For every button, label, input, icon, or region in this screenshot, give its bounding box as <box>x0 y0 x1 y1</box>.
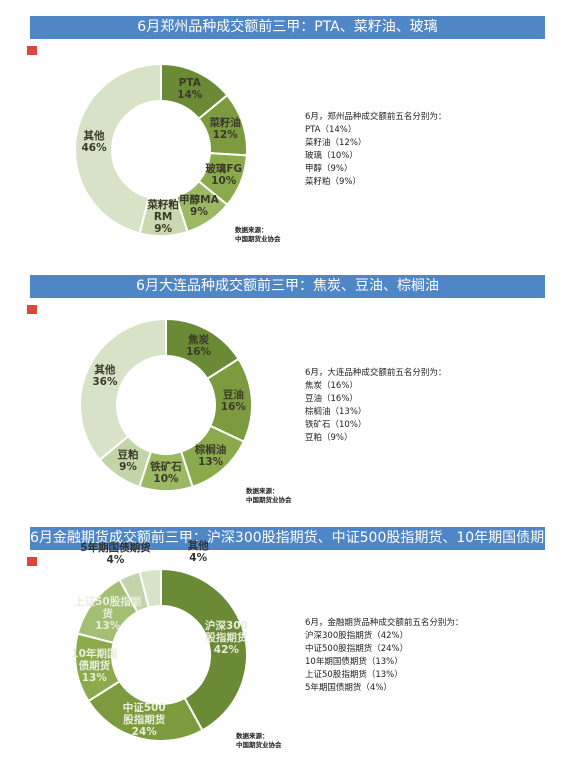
segment-label: 焦炭 16% <box>186 334 211 358</box>
note-line: 铁矿石（10%） <box>305 420 367 430</box>
segment-label: 菜籽油 12% <box>209 117 241 141</box>
note-line: 中证500股指期货（24%） <box>305 644 409 654</box>
segment-label: 棕榈油 13% <box>195 444 227 468</box>
segment-category: 5年期国债期货 <box>80 542 151 555</box>
donut-segment <box>79 317 167 462</box>
note-title: 6月，郑州品种成交额前五名分别为： <box>305 112 447 122</box>
segment-category: 10年期国 债期货 <box>71 647 118 672</box>
segment-label: 沪深300 股指期货 42% <box>205 620 248 656</box>
segment-category: 中证500 股指期货 <box>122 702 166 727</box>
segment-value: 10% <box>153 472 179 485</box>
segment-value: 16% <box>185 345 212 358</box>
segment-category: 豆油 <box>222 388 244 401</box>
segment-label: PTA 14% <box>177 77 202 101</box>
segment-label: 豆粕 9% <box>118 449 139 473</box>
chart-title: 6月金融期货成交额前三甲：沪深300股指期货、中证500股指期货、10年期国债期… <box>30 527 545 550</box>
segment-category: 其他 <box>187 539 209 552</box>
segment-category: 其他 <box>83 129 105 142</box>
source: 数据来源： 中国期货业协会 <box>235 226 281 243</box>
source: 数据来源： 中国期货业协会 <box>236 732 282 749</box>
donut-segment <box>138 567 162 609</box>
segment-value: 9% <box>190 205 208 218</box>
segment-value: 46% <box>81 141 107 154</box>
segment-label: 10年期国 债期货 13% <box>71 648 117 684</box>
segment-value: 36% <box>92 376 118 389</box>
segment-category: 其他 <box>94 364 116 377</box>
note-line: 玻璃（10%） <box>305 151 358 161</box>
segment-value: 9% <box>154 223 173 236</box>
donut-segment <box>160 567 248 732</box>
segment-value: 10% <box>211 174 237 187</box>
segment-category: PTA <box>178 76 201 89</box>
source: 数据来源： 中国期货业协会 <box>246 487 292 504</box>
note-line: 10年期国债期货（13%） <box>305 657 403 667</box>
donut-segment <box>74 62 162 235</box>
segment-value: 4% <box>189 551 208 564</box>
segment-label: 其他 4% <box>188 540 209 564</box>
segment-category: 菜籽粕 RM <box>147 199 179 224</box>
note-line: 沪深300股指期货（42%） <box>305 631 409 641</box>
note-line: 菜籽粕（9%） <box>305 177 361 187</box>
chart <box>79 317 253 492</box>
segment-value: 12% <box>212 129 238 142</box>
segment-label: 铁矿石 10% <box>150 461 182 485</box>
segment-label: 菜籽粕 RM 9% <box>147 199 179 235</box>
segment-value: 24% <box>131 726 157 739</box>
logo <box>27 305 37 314</box>
segment-category: 铁矿石 <box>150 460 182 473</box>
segment-category: 上证50股指期 货 <box>74 595 142 620</box>
segment-label: 玻璃FG 10% <box>205 163 242 187</box>
segment-category: 菜籽油 <box>209 117 241 130</box>
segment-label: 其他 46% <box>81 130 106 154</box>
note-line: PTA（14%） <box>305 125 357 135</box>
segment-label: 其他 36% <box>92 364 117 388</box>
segment-category: 甲醇MA <box>179 193 219 206</box>
note-line: 豆油（16%） <box>305 394 358 404</box>
chart-title: 6月郑州品种成交额前三甲：PTA、菜籽油、玻璃 <box>30 16 545 39</box>
chart <box>74 567 248 742</box>
chart-section: 6月大连品种成交额前三甲：焦炭、豆油、棕榈油 焦炭 16% 豆油 16% 棕榈油 13% 铁矿… <box>0 275 565 520</box>
logo <box>27 557 37 566</box>
segment-value: 16% <box>220 400 246 413</box>
segment-category: 沪深300 股指期货 <box>204 620 248 645</box>
note-line: 甲醇（9%） <box>305 164 353 174</box>
note-line: 菜籽油（12%） <box>305 138 367 148</box>
note: 6月，郑州品种成交额前五名分别为： PTA（14%） 菜籽油（12%） 玻璃（10%）… <box>305 111 446 189</box>
chart-section: 6月金融期货成交额前三甲：沪深300股指期货、中证500股指期货、10年期国债期… <box>0 527 565 772</box>
chart-section: 6月郑州品种成交额前三甲：PTA、菜籽油、玻璃 PTA 14% 菜籽油 12% 玻璃FG 1… <box>0 16 565 261</box>
note-line: 焦炭（16%） <box>305 381 358 391</box>
segment-value: 42% <box>213 644 239 657</box>
note-line: 豆粕（9%） <box>305 433 353 443</box>
segment-value: 13% <box>198 455 224 468</box>
segment-label: 中证500 股指期货 24% <box>123 702 166 738</box>
segment-category: 豆粕 <box>117 448 139 461</box>
segment-value: 13% <box>81 671 107 684</box>
segment-label: 上证50股指期 货 13% <box>74 596 141 632</box>
segment-value: 13% <box>95 619 121 632</box>
segment-value: 4% <box>106 554 125 567</box>
note-line: 5年期国债期货（4%） <box>305 683 392 693</box>
segment-label: 豆油 16% <box>221 389 246 413</box>
segment-value: 9% <box>119 460 137 473</box>
segment-label: 甲醇MA 9% <box>179 194 219 218</box>
segment-category: 玻璃FG <box>205 162 243 175</box>
segment-category: 焦炭 <box>188 333 210 346</box>
note-title: 6月，大连品种成交额前五名分别为： <box>305 368 447 378</box>
note-title: 6月，金融期货品种成交额前五名分别为： <box>305 618 464 628</box>
segment-category: 棕榈油 <box>194 443 227 456</box>
segment-value: 14% <box>177 88 203 101</box>
segment-label: 5年期国债期货 4% <box>80 542 150 566</box>
chart-title: 6月大连品种成交额前三甲：焦炭、豆油、棕榈油 <box>30 275 545 298</box>
note: 6月，大连品种成交额前五名分别为： 焦炭（16%） 豆油（16%） 棕榈油（13%） 铁… <box>305 367 446 445</box>
note-line: 上证50股指期货（13%） <box>305 670 403 680</box>
note: 6月，金融期货品种成交额前五名分别为： 沪深300股指期货（42%） 中证500股指… <box>305 617 463 695</box>
chart <box>74 62 248 237</box>
note-line: 棕榈油（13%） <box>305 407 367 417</box>
logo <box>27 46 37 55</box>
